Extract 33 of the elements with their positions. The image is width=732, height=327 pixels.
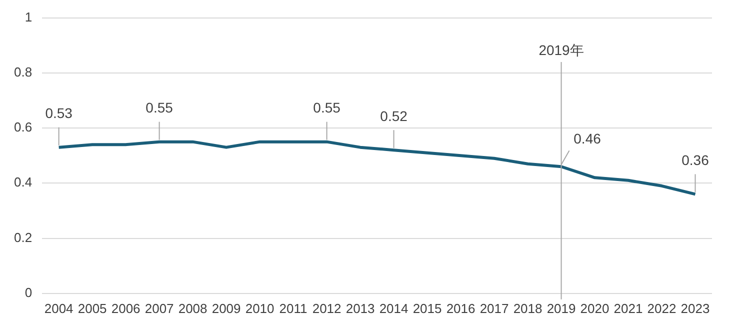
x-tick-label: 2006 <box>111 300 140 316</box>
data-label: 0.55 <box>313 100 341 116</box>
x-tick-label: 2017 <box>480 300 509 316</box>
x-tick-label: 2008 <box>178 300 208 316</box>
x-tick-label: 2018 <box>513 300 542 316</box>
data-label: 0.52 <box>380 108 408 124</box>
x-tick-label: 2012 <box>312 300 342 316</box>
x-tick-label: 2004 <box>44 300 74 316</box>
data-label: 0.53 <box>45 105 73 122</box>
y-tick-label: 0 <box>24 284 32 300</box>
x-tick-label: 2023 <box>680 300 710 316</box>
x-tick-label: 2009 <box>212 300 241 316</box>
data-label: 0.46 <box>574 130 602 146</box>
data-label: 0.36 <box>682 152 710 168</box>
data-label: 0.55 <box>146 100 174 116</box>
x-tick-label: 2016 <box>446 300 476 316</box>
x-tick-label: 2010 <box>245 300 274 316</box>
x-tick-label: 2014 <box>379 300 408 316</box>
ref-line-label: 2019年 <box>538 42 584 58</box>
y-tick-label: 0.4 <box>14 174 32 190</box>
x-tick-label: 2020 <box>580 300 610 316</box>
x-tick-label: 2021 <box>614 300 643 316</box>
x-tick-label: 2007 <box>144 300 174 316</box>
x-tick-label: 2019 <box>546 300 576 316</box>
y-tick-label: 0.8 <box>14 64 32 80</box>
y-tick-label: 1 <box>24 9 32 24</box>
x-tick-label: 2011 <box>279 300 308 316</box>
x-tick-label: 2005 <box>78 300 107 316</box>
x-tick-label: 2015 <box>412 300 442 316</box>
x-tick-label: 2013 <box>346 300 375 316</box>
y-tick-label: 0.6 <box>14 120 32 135</box>
y-tick-label: 0.2 <box>14 230 32 245</box>
x-tick-label: 2022 <box>647 300 676 316</box>
